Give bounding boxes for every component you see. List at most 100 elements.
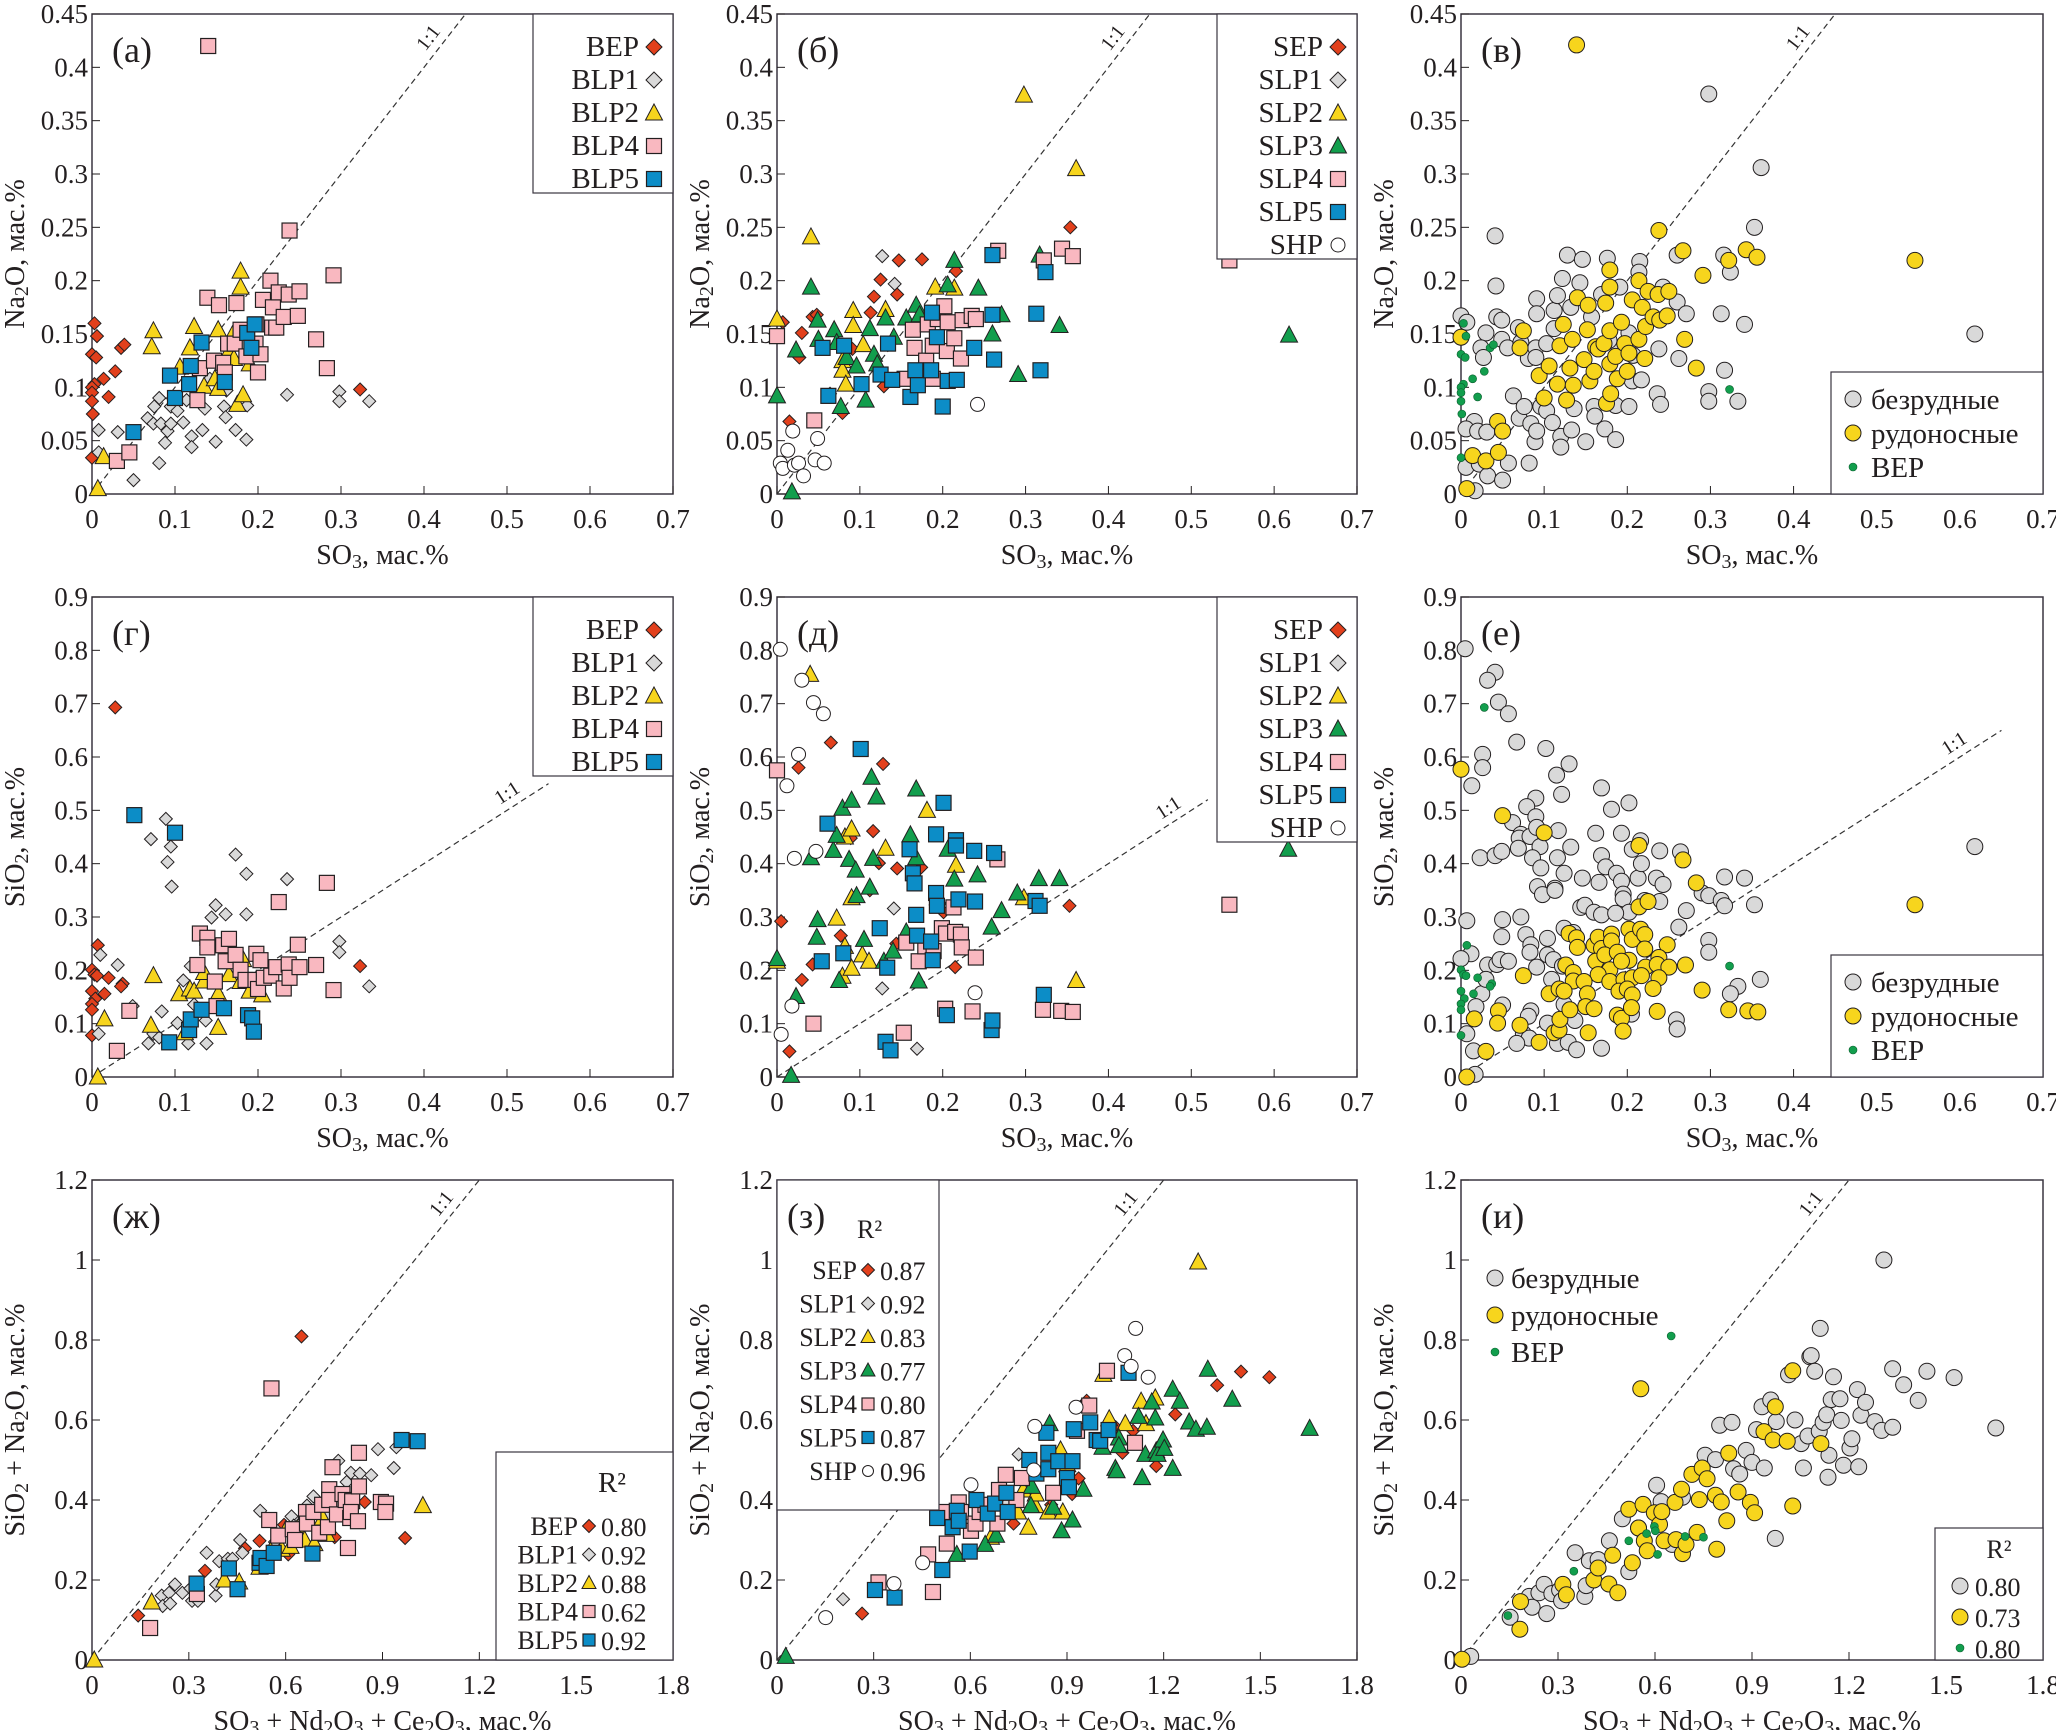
- y-tick-label: 0.2: [739, 266, 773, 296]
- data-point: [142, 336, 162, 355]
- x-tick-label: 0.1: [1527, 1087, 1561, 1117]
- data-point: [220, 930, 238, 947]
- data-point: [886, 1589, 903, 1606]
- data-point: [1538, 929, 1556, 947]
- data-point: [773, 914, 789, 929]
- data-point: [1586, 407, 1604, 425]
- data-point: [1620, 1500, 1638, 1518]
- data-point: [1562, 838, 1580, 856]
- data-point: [1474, 348, 1492, 366]
- data-point: [1918, 1362, 1936, 1380]
- data-point: [1589, 1559, 1607, 1577]
- data-point: [1197, 1417, 1217, 1435]
- legend-marker: [862, 1465, 874, 1477]
- data-point: [767, 309, 787, 327]
- x-tick-label: 0.7: [1340, 504, 1374, 534]
- data-point: [332, 944, 347, 960]
- x-tick-label: 0.1: [158, 1087, 192, 1117]
- legend-marker: [644, 685, 664, 704]
- x-tick-label: 0.4: [1777, 504, 1811, 534]
- data-point: [275, 308, 292, 326]
- data-point: [289, 936, 306, 953]
- series-BLP4: [108, 874, 342, 1059]
- data-point: [210, 297, 228, 314]
- data-point: [1489, 693, 1507, 711]
- legend-label: BEP: [586, 31, 639, 63]
- data-point: [1571, 274, 1589, 292]
- data-point: [1725, 961, 1734, 971]
- data-point: [816, 455, 832, 471]
- x-tick-label: 0: [85, 504, 99, 534]
- panel-label: (з): [787, 1196, 825, 1236]
- data-point: [1035, 986, 1052, 1003]
- legend-label: BLP1: [571, 64, 639, 96]
- data-point: [1064, 1453, 1081, 1470]
- data-point: [1694, 266, 1712, 284]
- data-point: [1460, 353, 1470, 362]
- data-point: [215, 1569, 234, 1588]
- data-point: [126, 807, 143, 824]
- legend: безрудные рудоносные ВЕР R² 0.800.730.80: [1486, 1263, 2044, 1664]
- data-point: [228, 294, 245, 312]
- data-point: [167, 1577, 183, 1592]
- data-point: [784, 998, 800, 1014]
- data-point: [1508, 733, 1526, 751]
- panel-c: 0 0.1 0.2 0.3 0.4 0.5 0.6 0.7 0 0.05 0.1 0.15 0.2 0.2…: [1369, 0, 2056, 573]
- y-tick-label: 0.35: [41, 106, 88, 136]
- y-tick-label: 0.6: [54, 742, 88, 772]
- y-tick-label: 0.8: [54, 635, 88, 665]
- data-point: [409, 1433, 426, 1450]
- data-point: [386, 1460, 402, 1476]
- x-tick-label: 0.4: [1092, 504, 1126, 534]
- data-point: [1602, 385, 1620, 403]
- y-tick-label: 0.35: [1410, 106, 1457, 136]
- data-point: [308, 956, 325, 974]
- y-axis-label: SiO2 + Na2O, мас.%: [1369, 1304, 1402, 1537]
- legend-marker: [1844, 424, 1862, 442]
- y-tick-label: 0.8: [1423, 1325, 1457, 1355]
- data-point: [1456, 396, 1466, 406]
- data-point: [1658, 307, 1676, 325]
- data-point: [1098, 1362, 1116, 1379]
- data-point: [928, 329, 946, 346]
- data-point: [934, 398, 951, 415]
- data-point: [1720, 1444, 1738, 1462]
- data-point: [1806, 1362, 1824, 1380]
- legend-label: 0.83: [880, 1324, 926, 1353]
- x-tick-label: 0.9: [366, 1670, 400, 1700]
- y-tick-label: 0.4: [54, 1485, 88, 1515]
- data-point: [1751, 970, 1769, 988]
- data-point: [1712, 1493, 1730, 1511]
- data-point: [160, 854, 175, 870]
- data-point: [1038, 1424, 1055, 1441]
- data-point: [199, 1036, 214, 1051]
- legend-label: SHP: [1270, 812, 1323, 844]
- legend-label: SLP2: [1259, 680, 1323, 712]
- data-point: [1561, 1001, 1579, 1019]
- data-point: [807, 927, 827, 945]
- data-point: [827, 825, 846, 843]
- data-point: [970, 396, 986, 412]
- data-point: [88, 350, 104, 365]
- x-tick-label: 1.5: [1243, 1670, 1277, 1700]
- data-point: [1746, 1504, 1764, 1522]
- x-tick-label: 0.6: [573, 504, 607, 534]
- data-point: [1690, 1491, 1708, 1509]
- one-to-one-line: [91, 783, 549, 1078]
- data-point: [1262, 1369, 1277, 1385]
- panel-label: (в): [1481, 30, 1522, 70]
- data-point: [1563, 330, 1581, 348]
- data-point: [908, 906, 925, 923]
- data-point: [1145, 1407, 1165, 1426]
- data-point: [101, 389, 116, 405]
- data-point: [228, 422, 243, 438]
- data-point: [772, 641, 788, 657]
- one-to-one-line: [776, 1179, 1165, 1661]
- x-tick-label: 0.7: [2026, 504, 2056, 534]
- data-point: [84, 1002, 100, 1018]
- data-point: [1677, 902, 1695, 920]
- data-point: [1494, 911, 1512, 929]
- data-point: [1721, 985, 1739, 1003]
